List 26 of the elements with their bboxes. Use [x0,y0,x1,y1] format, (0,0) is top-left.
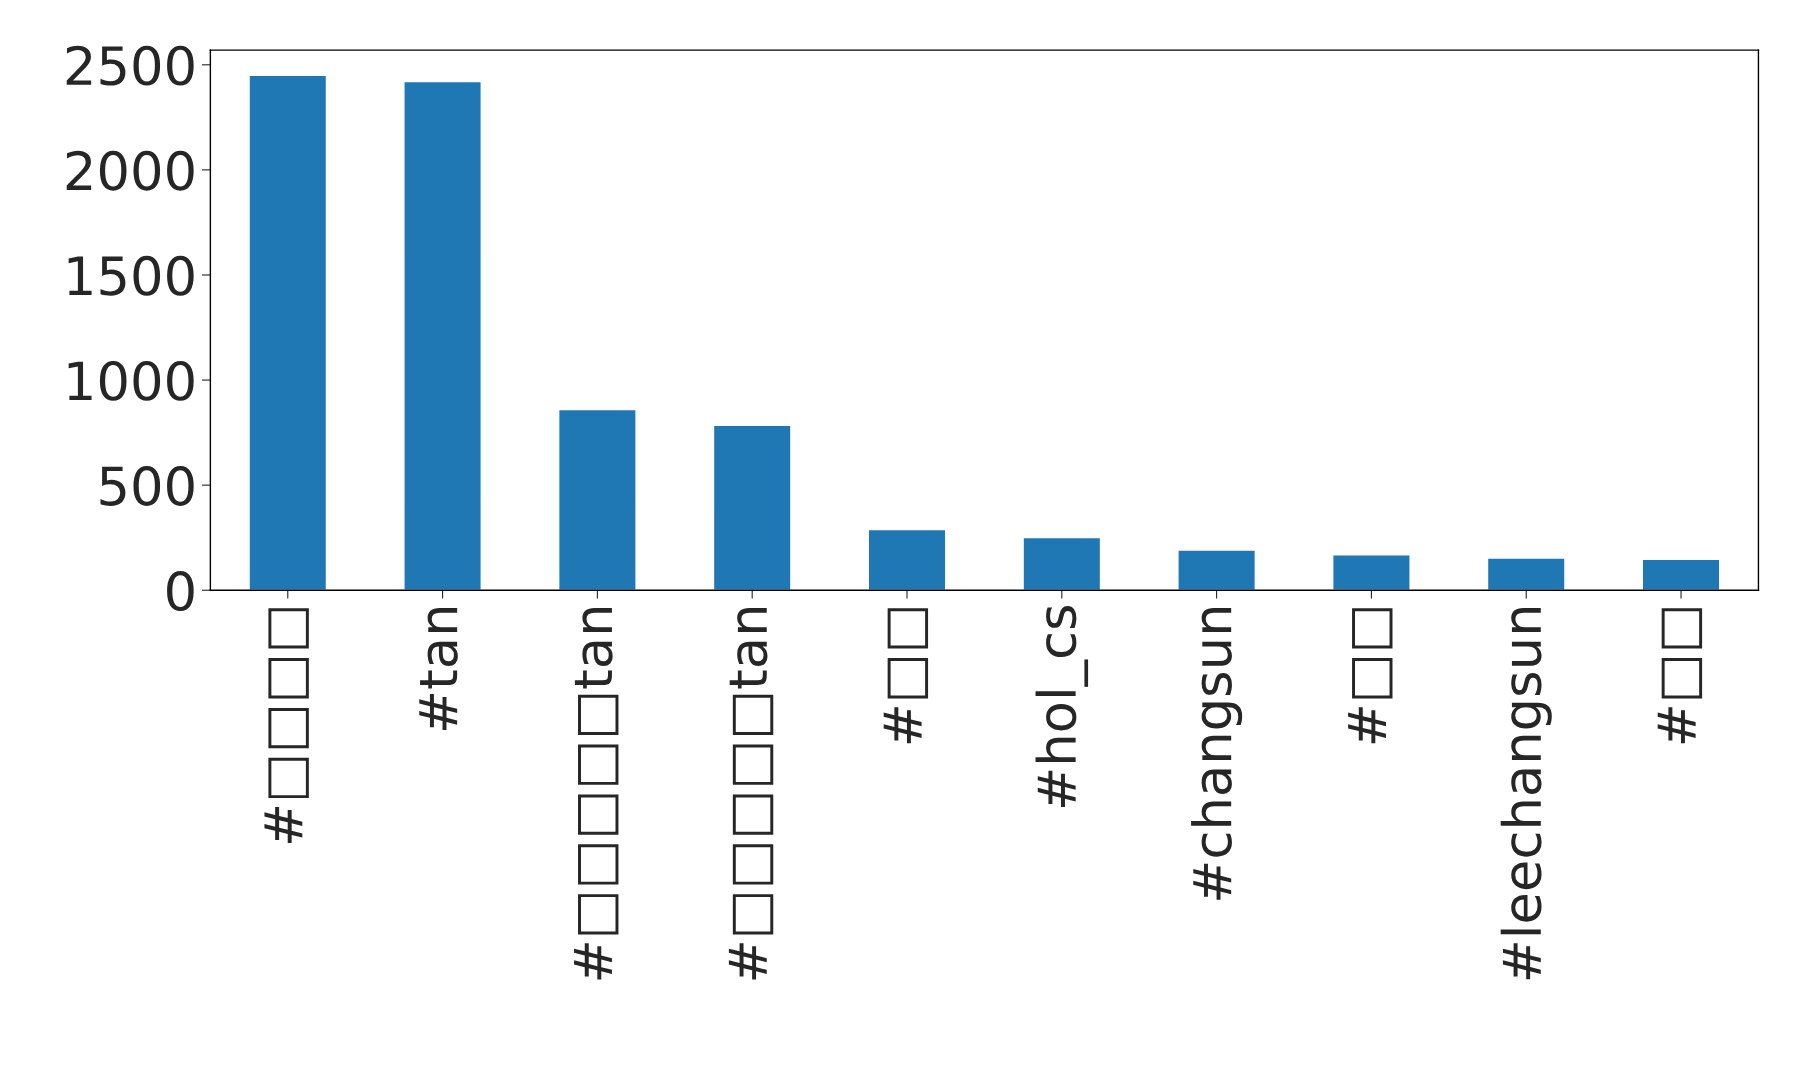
bar [557,408,637,591]
y-tick-label: 1000 [68,360,194,401]
y-tick-label: 2500 [66,45,194,86]
y-tick-label: 500 [100,466,194,506]
x-tick-label: #□□□□□tan [728,607,774,980]
bar [1641,558,1721,591]
x-tick-label: #□□ [1657,608,1703,744]
bar [867,528,947,591]
bar [403,80,482,591]
x-tick-label: #tan [419,607,458,731]
x-tick-label: #□□ [883,608,929,744]
x-tick-label: #□□□□ [264,608,309,844]
x-tick-label: #hol_cs [1035,606,1089,807]
y-tick-label: 2000 [66,150,194,191]
bar [1332,554,1411,591]
y-tick-label: 0 [167,571,194,612]
x-tick-label: #□□□□□tan [574,607,619,980]
x-tick-label: #□□ [1348,608,1393,744]
bar [248,74,328,591]
y-tick-label: 1500 [68,255,194,296]
bar [1177,549,1257,591]
bar [712,424,792,591]
bar [1486,557,1566,591]
bar [1022,536,1102,591]
x-tick-label: #changsun [1191,607,1243,900]
x-tick-label: #leechangsun [1500,607,1552,980]
